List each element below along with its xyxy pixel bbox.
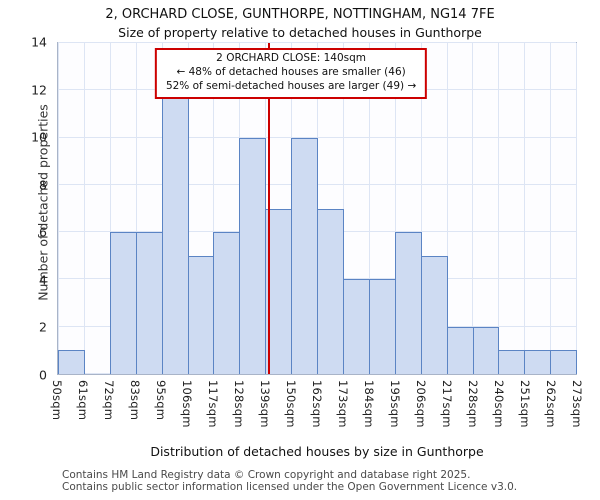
annotation-line-2: ← 48% of detached houses are smaller (46… xyxy=(176,65,406,78)
annotation-box: 2 ORCHARD CLOSE: 140sqm ← 48% of detache… xyxy=(154,48,428,99)
x-tick-label: 262sqm xyxy=(544,380,558,428)
bar xyxy=(498,350,526,374)
bar xyxy=(213,232,241,374)
marker-line xyxy=(267,43,270,374)
gridline-vertical xyxy=(420,43,422,374)
x-tick-labels: 50sqm 61sqm 72sqm 83sqm 95sqm 106sqm 117sqm 128… xyxy=(50,378,584,442)
bar xyxy=(58,350,85,374)
bar xyxy=(420,255,448,374)
y-tick-label: 6 xyxy=(39,224,47,240)
gridline-vertical xyxy=(83,43,85,374)
bar xyxy=(317,208,344,374)
gridline-vertical xyxy=(524,43,526,374)
x-tick-label: 273sqm xyxy=(570,380,584,428)
bars xyxy=(58,43,578,374)
y-tick-label: 10 xyxy=(31,129,47,145)
bar xyxy=(109,232,137,374)
annotation-line-3: 52% of semi-detached houses are larger (… xyxy=(165,79,417,92)
x-tick-label: 173sqm xyxy=(336,380,350,428)
x-tick-label: 61sqm xyxy=(76,380,90,421)
gridline-vertical xyxy=(472,43,474,374)
footer-attribution-2: Contains public sector information licen… xyxy=(62,481,518,493)
bar xyxy=(394,232,422,374)
bar xyxy=(472,326,500,374)
bar xyxy=(161,90,189,374)
bar xyxy=(368,279,396,374)
y-tick-label: 8 xyxy=(39,177,47,193)
gridline-vertical xyxy=(58,43,59,374)
x-tick-label: 83sqm xyxy=(128,380,142,421)
chart-title: 2, ORCHARD CLOSE, GUNTHORPE, NOTTINGHAM,… xyxy=(105,7,495,22)
x-tick-label: 139sqm xyxy=(258,380,272,428)
x-tick-label: 206sqm xyxy=(414,380,428,428)
bar xyxy=(239,137,267,374)
bar xyxy=(446,326,474,374)
x-tick-label: 195sqm xyxy=(388,380,402,428)
bar xyxy=(550,350,578,374)
gridline-vertical xyxy=(394,43,396,374)
y-tick-label: 4 xyxy=(39,272,47,288)
x-tick-label: 228sqm xyxy=(466,380,480,428)
x-tick-label: 217sqm xyxy=(440,380,454,428)
gridline-vertical xyxy=(550,43,552,374)
x-tick-label: 117sqm xyxy=(206,380,220,428)
x-tick-label: 251sqm xyxy=(518,380,532,428)
x-tick-label: 128sqm xyxy=(232,380,246,428)
gridline-horizontal xyxy=(58,136,576,138)
x-tick-label: 184sqm xyxy=(362,380,376,428)
x-tick-label: 162sqm xyxy=(310,380,324,428)
gridline-horizontal xyxy=(58,42,576,43)
y-tick-labels: 0 2 4 6 8 10 12 14 xyxy=(0,35,53,383)
gridline-vertical xyxy=(213,43,215,374)
annotation-line-1: 2 ORCHARD CLOSE: 140sqm xyxy=(216,52,367,64)
y-tick-label: 12 xyxy=(31,82,47,98)
gridline-vertical xyxy=(109,43,111,374)
bar xyxy=(187,255,215,374)
y-tick-label: 0 xyxy=(39,367,47,383)
x-tick-label: 150sqm xyxy=(284,380,298,428)
bar xyxy=(291,137,319,374)
bar xyxy=(342,279,370,374)
chart-subtitle: Size of property relative to detached ho… xyxy=(118,25,482,40)
bar xyxy=(265,208,293,374)
bar xyxy=(135,232,163,374)
gridline-vertical xyxy=(498,43,500,374)
x-tick-label: 95sqm xyxy=(154,380,168,421)
y-tick-label: 14 xyxy=(31,34,47,50)
bar xyxy=(524,350,552,374)
x-tick-label: 72sqm xyxy=(102,380,116,421)
x-axis-label: Distribution of detached houses by size … xyxy=(150,444,484,459)
x-tick-label: 106sqm xyxy=(180,380,194,428)
gridline-vertical xyxy=(368,43,370,374)
y-tick-label: 2 xyxy=(39,319,47,335)
x-tick-label: 240sqm xyxy=(492,380,506,428)
gridline-vertical xyxy=(135,43,137,374)
footer-attribution-1: Contains HM Land Registry data © Crown c… xyxy=(62,469,471,481)
gridline-vertical xyxy=(576,43,577,374)
gridline-vertical xyxy=(446,43,448,374)
plot-area: 2 ORCHARD CLOSE: 140sqm ← 48% of detache… xyxy=(57,42,578,375)
x-tick-label: 50sqm xyxy=(50,380,64,421)
